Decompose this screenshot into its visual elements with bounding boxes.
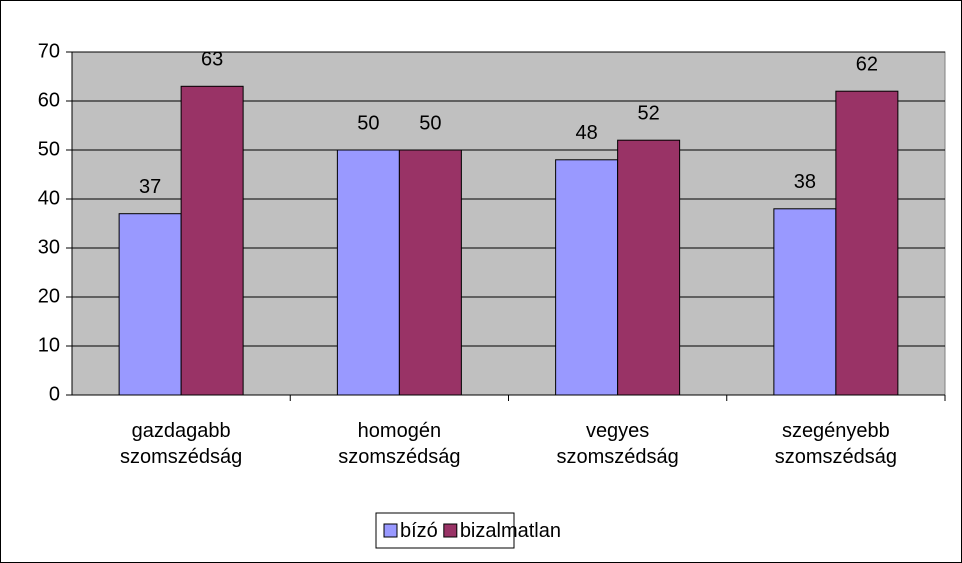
x-tick-label: homogén szomszédság bbox=[338, 420, 461, 468]
data-label: 48 bbox=[576, 122, 598, 144]
data-label: 50 bbox=[419, 112, 441, 134]
data-label: 50 bbox=[357, 112, 379, 134]
data-label: 52 bbox=[638, 102, 660, 124]
bar bbox=[336, 149, 400, 396]
y-tick-label: 50 bbox=[38, 138, 60, 160]
y-tick-label: 40 bbox=[38, 187, 60, 209]
bar bbox=[835, 90, 899, 396]
data-label: 63 bbox=[201, 49, 223, 71]
y-tick-label: 70 bbox=[38, 40, 60, 62]
bar bbox=[180, 85, 244, 396]
legend-swatch bbox=[383, 523, 398, 538]
legend-swatch bbox=[443, 523, 458, 538]
data-label: 37 bbox=[139, 176, 161, 198]
bar bbox=[118, 213, 182, 396]
y-tick-label: 60 bbox=[38, 89, 60, 111]
x-tick-label: szegényebb szomszédság bbox=[774, 420, 898, 468]
legend-label: bízó bbox=[400, 520, 438, 542]
y-tick-label: 10 bbox=[38, 334, 60, 356]
x-tick-label: vegyes szomszédság bbox=[556, 420, 679, 468]
x-tick-label: gazdagabb szomszédság bbox=[119, 420, 243, 468]
legend-label: bizalmatlan bbox=[460, 520, 561, 542]
bar bbox=[555, 159, 619, 396]
data-label: 38 bbox=[794, 171, 816, 193]
y-tick-label: 20 bbox=[38, 285, 60, 307]
bar bbox=[773, 208, 837, 396]
bar bbox=[617, 139, 681, 396]
y-tick-label: 30 bbox=[38, 236, 60, 258]
data-label: 62 bbox=[856, 53, 878, 75]
bar bbox=[398, 149, 462, 396]
y-tick-label: 0 bbox=[49, 383, 60, 405]
